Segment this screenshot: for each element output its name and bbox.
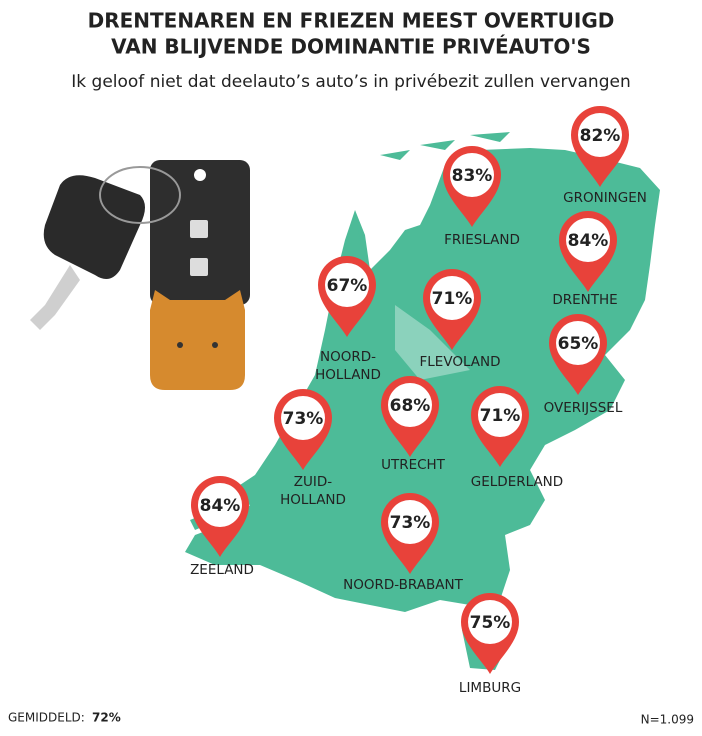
water [395, 305, 470, 380]
pin-center [388, 500, 432, 544]
province-label: HOLLAND [315, 367, 381, 383]
province-label: HOLLAND [280, 492, 346, 508]
province-label: FLEVOLAND [420, 354, 501, 370]
pin-center [468, 600, 512, 644]
percentage-label: 84% [200, 496, 241, 516]
province-label: NOORD-BRABANT [343, 577, 463, 593]
province-label: ZEELAND [190, 562, 254, 578]
pin-center [281, 396, 325, 440]
pin-center [566, 218, 610, 262]
province-label: GELDERLAND [471, 474, 563, 490]
percentage-label: 73% [283, 409, 324, 429]
province-label: DRENTHE [552, 292, 617, 308]
percentage-label: 82% [580, 126, 621, 146]
province-label: LIMBURG [459, 680, 521, 696]
province-label: FRIESLAND [444, 232, 520, 248]
province-label: UTRECHT [381, 457, 446, 473]
sample-size: N=1.099 [641, 713, 694, 727]
pin-center [430, 276, 474, 320]
percentage-label: 65% [558, 334, 599, 354]
province-label: OVERIJSSEL [544, 400, 623, 416]
pin-center [556, 321, 600, 365]
province-label: ZUID- [294, 474, 333, 490]
title: DRENTENAREN EN FRIEZEN MEEST OVERTUIGD [88, 9, 615, 33]
province-label: GRONINGEN [563, 190, 647, 206]
percentage-label: 84% [568, 231, 609, 251]
percentage-label: 68% [390, 396, 431, 416]
pin-center [198, 483, 242, 527]
keys-illustration [30, 160, 250, 390]
percentage-label: 83% [452, 166, 493, 186]
percentage-label: 71% [432, 289, 473, 309]
pin-center [478, 393, 522, 437]
average-value: 72% [92, 711, 121, 725]
percentage-label: 75% [470, 613, 511, 633]
pin-center [388, 383, 432, 427]
subtitle: Ik geloof niet dat deelauto’s auto’s in … [71, 72, 630, 92]
title: VAN BLIJVENDE DOMINANTIE PRIVÉAUTO'S [111, 35, 591, 59]
percentage-label: 71% [480, 406, 521, 426]
pin-center [578, 113, 622, 157]
percentage-label: 73% [390, 513, 431, 533]
average-label: GEMIDDELD: [8, 711, 85, 725]
pin-center [325, 263, 369, 307]
pin-center [450, 153, 494, 197]
province-label: NOORD- [320, 349, 376, 365]
percentage-label: 67% [327, 276, 368, 296]
